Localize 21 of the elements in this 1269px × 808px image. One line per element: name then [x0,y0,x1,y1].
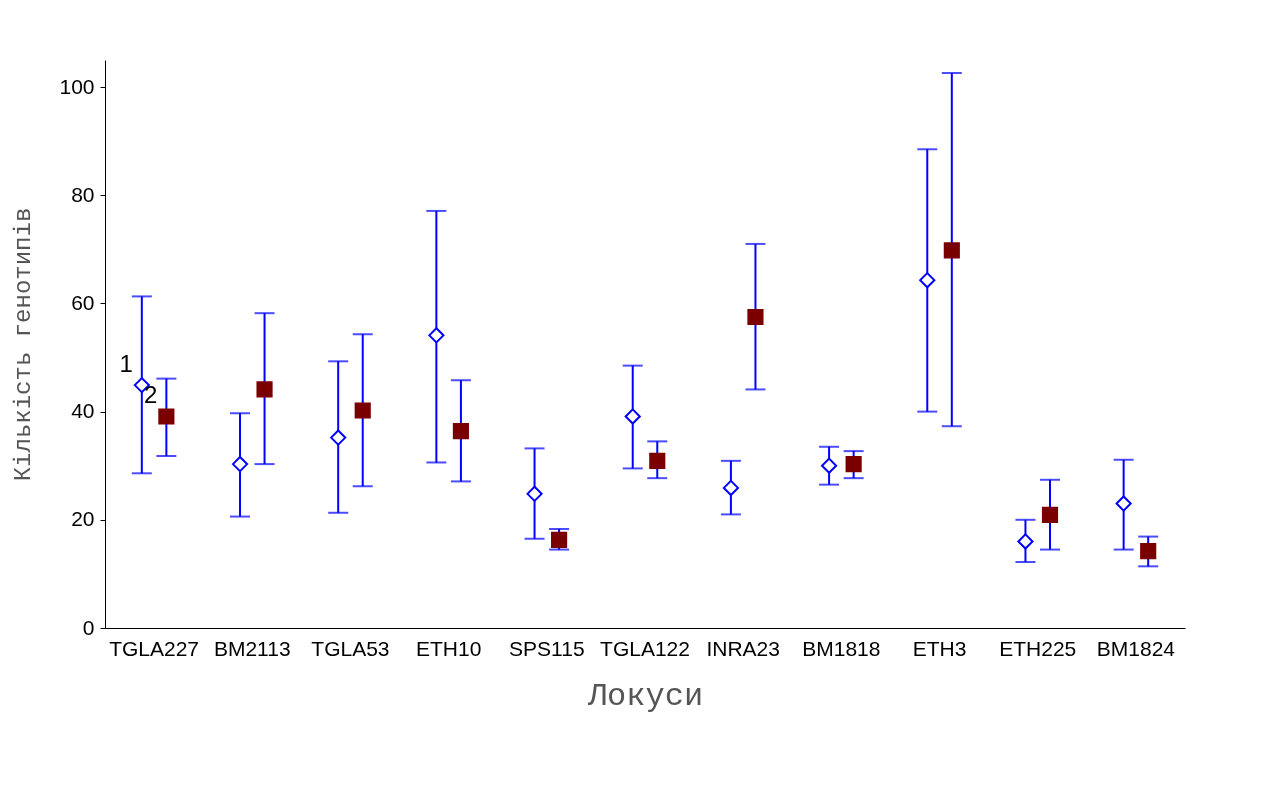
y-tick-label: 80 [71,182,95,206]
series-label: 2 [144,381,158,409]
y-tick-label: 20 [71,507,95,531]
y-tick-label: 0 [82,615,95,639]
x-tick-label: ETH3 [912,636,967,660]
x-tick-label: BM1824 [1096,636,1176,660]
x-tick-label: INRA23 [706,636,780,660]
x-tick-label: BM2113 [213,636,291,660]
x-tick-label: ETH225 [999,636,1077,660]
y-tick-label: 100 [59,74,95,98]
x-tick-label: BM1818 [802,636,881,660]
x-tick-label: TGLA122 [600,636,690,660]
y-axis-title: Кількість генотипів [10,207,38,482]
y-tick-label: 60 [71,290,95,314]
x-tick-label: SPS115 [509,636,585,660]
x-tick-label: TGLA53 [311,636,390,660]
y-tick-label: 40 [71,399,95,423]
x-axis-title: Локуси [586,677,704,715]
series-label: 1 [119,350,133,378]
x-tick-label: TGLA227 [109,636,200,660]
x-tick-label: ETH10 [415,636,482,660]
